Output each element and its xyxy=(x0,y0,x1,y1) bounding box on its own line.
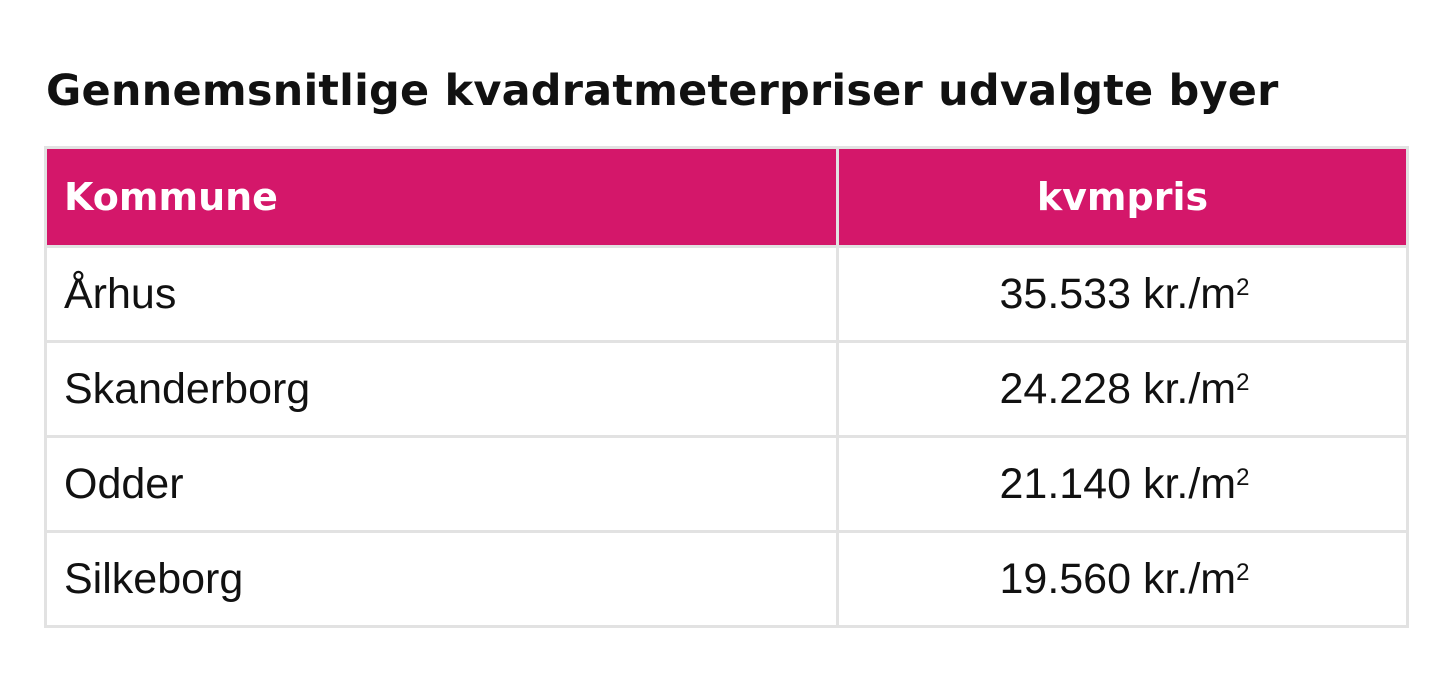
column-header-kvmpris: kvmpris xyxy=(836,146,1409,247)
table-header-row: Kommune kvmpris xyxy=(44,146,1409,247)
price-value: 21.140 xyxy=(999,459,1132,508)
page-title: Gennemsnitlige kvadratmeterpriser udvalg… xyxy=(46,66,1279,116)
unit-exponent: 2 xyxy=(1236,558,1250,586)
price-unit: kr./m xyxy=(1142,554,1237,603)
kvmpris-cell: 24.228 kr./m2 xyxy=(836,340,1409,438)
price-value: 35.533 xyxy=(999,269,1132,318)
price-value: 19.560 xyxy=(999,554,1132,603)
column-header-kommune: Kommune xyxy=(44,146,839,247)
price-table: Kommune kvmpris Århus 35.533 kr./m2 Skan… xyxy=(44,146,1409,628)
table-row: Silkeborg 19.560 kr./m2 xyxy=(44,530,1409,628)
table-row: Odder 21.140 kr./m2 xyxy=(44,435,1409,533)
kvmpris-cell: 19.560 kr./m2 xyxy=(836,530,1409,628)
table-row: Skanderborg 24.228 kr./m2 xyxy=(44,340,1409,438)
price-unit: kr./m xyxy=(1142,459,1237,508)
kvmpris-cell: 35.533 kr./m2 xyxy=(836,245,1409,343)
kommune-cell: Skanderborg xyxy=(44,340,839,438)
kommune-cell: Silkeborg xyxy=(44,530,839,628)
price-unit: kr./m xyxy=(1142,364,1237,413)
unit-exponent: 2 xyxy=(1236,368,1250,396)
kommune-cell: Århus xyxy=(44,245,839,343)
table-row: Århus 35.533 kr./m2 xyxy=(44,245,1409,343)
unit-exponent: 2 xyxy=(1236,273,1250,301)
unit-exponent: 2 xyxy=(1236,463,1250,491)
kommune-cell: Odder xyxy=(44,435,839,533)
price-unit: kr./m xyxy=(1142,269,1237,318)
price-value: 24.228 xyxy=(999,364,1132,413)
kvmpris-cell: 21.140 kr./m2 xyxy=(836,435,1409,533)
